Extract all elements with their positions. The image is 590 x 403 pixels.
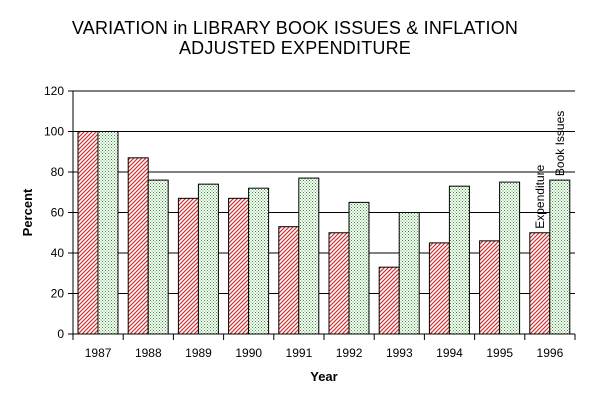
y-tick-label: 100 <box>44 125 64 139</box>
y-tick-label: 80 <box>51 165 65 179</box>
x-tick-label: 1994 <box>436 346 463 360</box>
bar-expenditure-1993 <box>378 266 400 335</box>
bar-expenditure-1988 <box>127 157 149 335</box>
bar-book-issues-1987 <box>97 131 119 335</box>
x-tick-label: 1996 <box>537 346 564 360</box>
y-tick-label: 20 <box>51 287 65 301</box>
x-tick-label: 1987 <box>85 346 112 360</box>
axes <box>68 90 576 340</box>
x-axis-label: Year <box>310 369 337 384</box>
bar-book-issues-1995 <box>499 181 521 335</box>
bars <box>77 131 571 335</box>
x-tick-label: 1990 <box>235 346 262 360</box>
x-tick-label: 1991 <box>286 346 313 360</box>
x-tick-label: 1993 <box>386 346 413 360</box>
bar-expenditure-1996 <box>529 232 551 335</box>
y-axis-label: Percent <box>20 188 35 236</box>
bar-expenditure-1990 <box>228 197 250 335</box>
bar-book-issues-1993 <box>398 212 420 335</box>
bar-expenditure-1992 <box>328 232 350 335</box>
labels: 0 20 40 60 80 100 120 1987 1988 1989 1990 1991 1992 1… <box>20 84 567 384</box>
bar-book-issues-1990 <box>248 187 270 335</box>
x-tick-label: 1988 <box>135 346 162 360</box>
y-tick-label: 120 <box>44 84 64 98</box>
chart-title: VARIATION in LIBRARY BOOK ISSUES & INFLA… <box>71 18 519 38</box>
chart-subtitle: ADJUSTED EXPENDITURE <box>178 38 412 58</box>
x-tick-label: 1989 <box>185 346 212 360</box>
bar-expenditure-1987 <box>77 131 99 335</box>
x-tick-label: 1992 <box>336 346 363 360</box>
y-tick-label: 0 <box>57 327 64 341</box>
y-tick-label: 40 <box>51 246 65 260</box>
bar-expenditure-1995 <box>479 240 501 335</box>
bar-book-issues-1994 <box>448 185 470 335</box>
y-tick-label: 60 <box>51 206 65 220</box>
bar-expenditure-1991 <box>278 226 300 335</box>
x-tick-label: 1995 <box>486 346 513 360</box>
bar-book-issues-1991 <box>298 177 320 335</box>
bar-book-issues-1988 <box>147 179 169 335</box>
legend-label-book-issues: Book Issues <box>553 111 567 176</box>
bar-book-issues-1992 <box>348 201 370 335</box>
legend-label-expenditure: Expenditure <box>533 164 547 228</box>
bar-expenditure-1994 <box>428 242 450 335</box>
bar-expenditure-1989 <box>177 197 199 335</box>
bar-book-issues-1989 <box>197 183 219 335</box>
bar-book-issues-1996 <box>549 179 571 335</box>
